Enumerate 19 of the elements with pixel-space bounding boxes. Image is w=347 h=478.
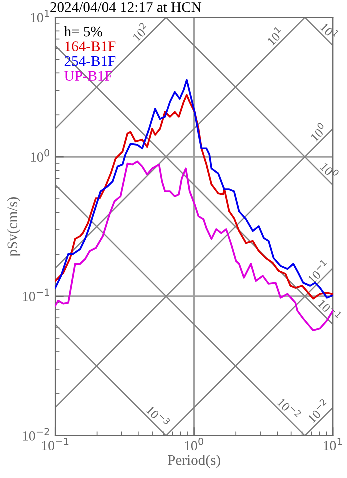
y-tick-label: 10$^{1}$: [31, 10, 50, 23]
text: UP-B1F: [64, 71, 112, 82]
annotation: 10$^{0}$: [308, 122, 328, 142]
annotation: 10$^{−1}$: [306, 259, 330, 284]
y-axis-title: pSv(cm/s): [7, 197, 21, 257]
annotation: 10$^{−3}$: [146, 404, 171, 429]
x-tick-label: 10$^{1}$: [324, 438, 342, 451]
legend-title: h= 5%: [64, 26, 102, 37]
annotation: 10$^{−2}$: [277, 396, 302, 421]
y-tick-label: 10$^{0}$: [31, 149, 50, 162]
y-tick-label: 10$^{−1}$: [23, 288, 50, 302]
text: 254-B1F: [64, 56, 116, 66]
x-axis-title: Period(s): [168, 454, 220, 468]
x-tick-label: 10$^{0}$: [185, 438, 204, 451]
annotation: 10$^{2}$: [130, 22, 150, 42]
annotation: 10$^{1}$: [265, 26, 285, 46]
chart-title: 2024/04/04 12:17 at HCN: [50, 2, 202, 12]
text: 164-B1F: [66, 42, 116, 52]
annotation: 10$^{−2}$: [306, 398, 330, 424]
